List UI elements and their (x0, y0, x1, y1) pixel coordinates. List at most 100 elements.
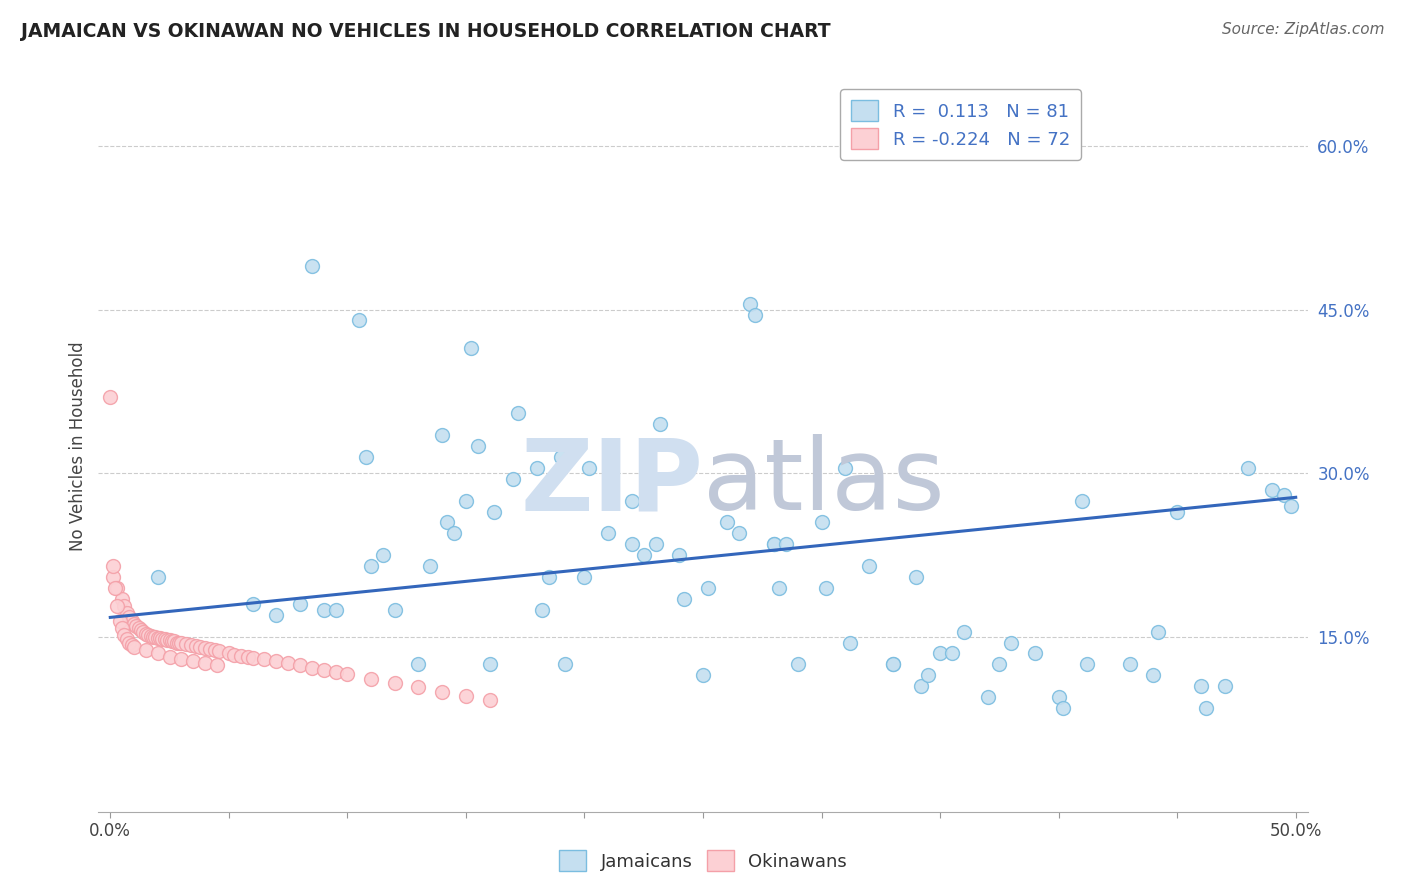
Point (122, 616, 145, 631)
Point (478, 657, 501, 672)
Point (1142, 668, 1164, 682)
Point (253, 652, 276, 666)
Point (129, 624, 152, 638)
Point (146, 570, 169, 584)
Point (882, 657, 904, 672)
Point (128, 621, 150, 635)
Point (574, 570, 596, 584)
Point (692, 668, 714, 682)
Point (1272, 488, 1295, 502)
Point (180, 638, 202, 652)
Point (786, 657, 808, 672)
Point (941, 647, 963, 661)
Point (146, 631, 169, 645)
Point (118, 610, 141, 624)
Point (644, 537, 666, 551)
Point (432, 684, 454, 698)
Point (763, 537, 786, 551)
Point (111, 591, 134, 606)
Point (204, 643, 226, 657)
Point (432, 428, 454, 442)
Point (222, 648, 245, 662)
Point (325, 603, 347, 617)
Point (121, 614, 143, 628)
Point (149, 631, 172, 645)
Point (768, 581, 790, 595)
Text: atlas: atlas (703, 434, 945, 531)
Text: Source: ZipAtlas.com: Source: ZipAtlas.com (1222, 22, 1385, 37)
Point (121, 638, 143, 652)
Point (139, 629, 162, 643)
Point (467, 439, 489, 453)
Point (105, 581, 128, 595)
Point (408, 680, 430, 694)
Point (135, 643, 157, 657)
Point (301, 259, 323, 273)
Point (620, 493, 643, 508)
Point (163, 634, 186, 648)
Point (1279, 499, 1302, 513)
Point (696, 581, 718, 595)
Point (976, 690, 998, 704)
Point (1261, 483, 1284, 497)
Point (122, 640, 145, 654)
Point (153, 632, 176, 647)
Point (336, 667, 359, 681)
Point (763, 537, 786, 551)
Point (115, 606, 138, 620)
Point (264, 654, 287, 668)
Point (132, 624, 155, 639)
Point (550, 450, 572, 464)
Point (917, 668, 939, 682)
Point (360, 559, 382, 574)
Point (1194, 701, 1216, 715)
Point (143, 630, 166, 644)
Point (1237, 460, 1260, 475)
Point (312, 663, 335, 677)
Point (194, 657, 217, 671)
Point (325, 665, 347, 679)
Point (146, 647, 169, 661)
Point (277, 657, 299, 671)
Point (436, 516, 458, 530)
Point (135, 627, 157, 641)
Point (530, 603, 553, 617)
Point (952, 624, 974, 639)
Point (1024, 647, 1046, 661)
Point (633, 548, 655, 562)
Point (205, 658, 228, 673)
Point (620, 537, 643, 551)
Point (578, 460, 600, 475)
Point (727, 526, 749, 541)
Point (460, 341, 482, 355)
Point (312, 603, 335, 617)
Point (834, 460, 856, 475)
Point (384, 676, 406, 690)
Point (839, 635, 862, 649)
Point (1052, 701, 1074, 715)
Point (170, 635, 193, 649)
Point (159, 649, 181, 664)
Point (229, 648, 252, 663)
Legend: R =  0.113   N = 81, R = -0.224   N = 72: R = 0.113 N = 81, R = -0.224 N = 72 (841, 89, 1081, 160)
Point (174, 637, 197, 651)
Point (184, 639, 207, 653)
Point (454, 493, 477, 508)
Point (242, 650, 264, 665)
Point (288, 658, 311, 673)
Point (537, 570, 560, 584)
Point (108, 614, 131, 628)
Point (1047, 690, 1070, 704)
Point (159, 633, 181, 648)
Point (810, 516, 832, 530)
Point (1147, 624, 1170, 639)
Point (360, 672, 382, 686)
Point (347, 313, 370, 327)
Point (101, 570, 124, 584)
Point (526, 460, 548, 475)
Point (1166, 504, 1188, 518)
Point (264, 608, 287, 623)
Point (419, 559, 441, 574)
Point (160, 634, 183, 648)
Point (98, 390, 121, 404)
